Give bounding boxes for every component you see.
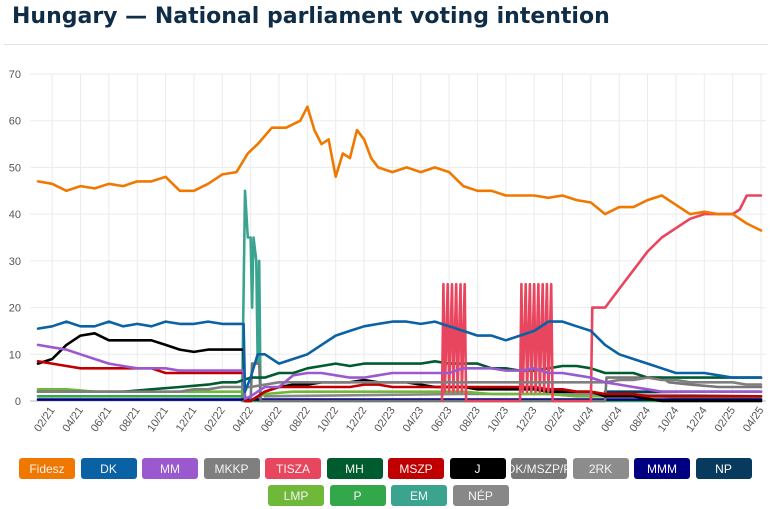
x-tick-label: 02/22 bbox=[202, 405, 228, 434]
legend-item-tisza[interactable]: TISZA bbox=[265, 458, 321, 479]
x-tick-label: 06/23 bbox=[429, 405, 455, 434]
x-tick-label: 12/21 bbox=[174, 405, 200, 434]
legend-item-dk[interactable]: DK bbox=[80, 458, 137, 479]
x-tick-label: 10/22 bbox=[316, 405, 342, 434]
x-tick-label: 08/21 bbox=[117, 405, 143, 434]
legend-item-lmp[interactable]: LMP bbox=[268, 485, 324, 506]
x-tick-label: 02/24 bbox=[542, 405, 568, 434]
legend-item-n-p[interactable]: NÉP bbox=[452, 485, 509, 506]
legend-item-mkkp[interactable]: MKKP bbox=[203, 458, 260, 479]
y-tick-label: 20 bbox=[9, 303, 21, 315]
series-line-mm bbox=[36, 343, 763, 400]
series-line-tisza bbox=[440, 194, 763, 403]
legend-item-em[interactable]: EM bbox=[391, 485, 447, 506]
x-tick-label: 06/21 bbox=[89, 405, 115, 434]
y-axis: 0 10 20 30 40 50 60 70 bbox=[9, 69, 21, 408]
y-tick-label: 30 bbox=[9, 256, 21, 268]
y-tick-label: 60 bbox=[9, 116, 21, 128]
x-tick-label: 02/21 bbox=[32, 405, 58, 434]
x-tick-label: 06/22 bbox=[259, 405, 285, 434]
x-tick-label: 02/23 bbox=[372, 405, 398, 434]
y-tick-label: 50 bbox=[9, 162, 21, 174]
y-tick-label: 0 bbox=[15, 396, 21, 408]
x-tick-label: 10/24 bbox=[656, 405, 682, 434]
series-line-mkkp bbox=[36, 376, 763, 393]
legend-item-2rk[interactable]: 2RK bbox=[572, 458, 629, 479]
x-tick-label: 12/23 bbox=[514, 405, 540, 434]
x-tick-label: 06/24 bbox=[599, 405, 625, 434]
title-divider bbox=[4, 44, 768, 45]
x-tick-label: 02/25 bbox=[712, 405, 738, 434]
y-tick-label: 70 bbox=[9, 69, 21, 81]
legend-item-mm[interactable]: MM bbox=[142, 458, 198, 479]
x-tick-label: 12/24 bbox=[684, 405, 710, 434]
y-tick-label: 10 bbox=[9, 349, 21, 361]
series-line-em bbox=[240, 189, 262, 403]
x-tick-label: 08/22 bbox=[287, 405, 313, 434]
legend-item-fidesz[interactable]: Fidesz bbox=[19, 458, 75, 479]
plot-area bbox=[36, 105, 763, 403]
legend-item-j[interactable]: J bbox=[449, 458, 506, 479]
legend-item-np[interactable]: NP bbox=[695, 458, 752, 479]
x-tick-label: 10/21 bbox=[145, 405, 171, 434]
x-tick-label: 08/23 bbox=[457, 405, 483, 434]
legend-item-mszp[interactable]: MSZP bbox=[388, 458, 444, 479]
legend-item-mh[interactable]: MH bbox=[326, 458, 383, 479]
legend-item-p[interactable]: P bbox=[329, 485, 386, 506]
y-tick-label: 40 bbox=[9, 209, 21, 221]
x-tick-label: 10/23 bbox=[486, 405, 512, 434]
x-tick-label: 04/23 bbox=[401, 405, 427, 434]
x-axis: 02/21 04/21 06/21 08/21 10/21 12/21 02/22 04/22… bbox=[32, 405, 766, 434]
series-line-fidesz bbox=[36, 105, 763, 232]
x-tick-label: 08/24 bbox=[627, 405, 653, 434]
x-tick-label: 04/22 bbox=[230, 405, 256, 434]
x-tick-label: 04/21 bbox=[60, 405, 86, 434]
x-tick-label: 04/25 bbox=[741, 405, 767, 434]
x-tick-label: 12/22 bbox=[344, 405, 370, 434]
legend-item-dk-mszp-p[interactable]: DK/MSZP/P bbox=[507, 458, 571, 479]
series-line-dk bbox=[36, 320, 763, 393]
legend-item-mmm[interactable]: MMM bbox=[634, 458, 690, 479]
x-tick-label: 04/24 bbox=[571, 405, 597, 434]
series-line-mszp bbox=[36, 360, 763, 403]
chart-title: Hungary — National parliament voting int… bbox=[12, 4, 610, 29]
gridlines bbox=[30, 73, 766, 402]
